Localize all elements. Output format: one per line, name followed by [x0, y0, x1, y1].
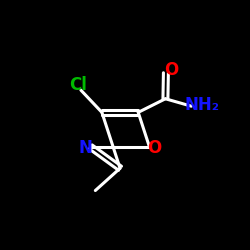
Text: Cl: Cl — [70, 76, 87, 94]
Text: O: O — [147, 139, 162, 157]
Text: N: N — [78, 139, 92, 157]
Text: O: O — [164, 61, 178, 79]
Text: NH₂: NH₂ — [185, 96, 220, 114]
